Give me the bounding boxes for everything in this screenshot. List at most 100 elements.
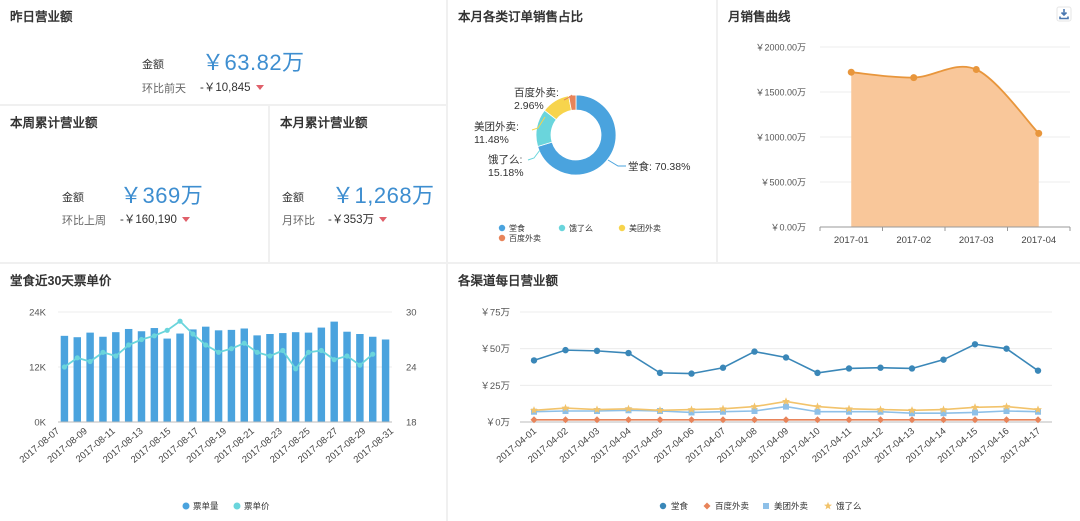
kpi-yesterday-compare-text: -￥10,845 xyxy=(200,82,251,94)
pie-title: 本月各类订单销售占比 xyxy=(458,10,584,24)
channels-point-2-9 xyxy=(814,408,821,415)
channels-point-3-12 xyxy=(908,406,916,414)
dine-bar-18 xyxy=(291,332,300,422)
channels-point-0-9 xyxy=(814,369,821,377)
channels-point-1-11 xyxy=(877,416,884,424)
channels-point-2-16 xyxy=(1035,408,1041,415)
dine-bar-23 xyxy=(356,334,364,422)
dine-bar-1 xyxy=(73,337,81,422)
channels-point-3-6 xyxy=(719,404,727,413)
kpi-week-amount: ￥369万 xyxy=(120,183,204,208)
pie-label-line-2 xyxy=(531,116,546,131)
dine-price-point-0 xyxy=(61,364,68,370)
dine-bar-3 xyxy=(99,336,107,422)
channels-point-0-3 xyxy=(625,349,632,357)
channels-legend-label-3: 饿了么 xyxy=(836,501,862,511)
dine-bar-21 xyxy=(330,321,338,422)
dine-price-point-16 xyxy=(267,353,273,359)
channels-point-3-9 xyxy=(813,402,822,410)
channels-point-1-1 xyxy=(562,416,569,424)
channels-point-1-10 xyxy=(845,416,853,424)
monthly-chart: ￥0.00万 ￥500.00万 ￥1000.00万 ￥1500.00万 ￥2000.00… xyxy=(755,43,1071,246)
channels-point-2-8 xyxy=(783,403,789,410)
kpi-month-compare-text: -￥353万 xyxy=(328,214,375,226)
channels-point-0-15 xyxy=(1003,345,1010,352)
channels-point-3-0 xyxy=(530,406,538,414)
channels-point-1-5 xyxy=(688,416,695,424)
dine-bar-19 xyxy=(304,332,313,422)
download-icon[interactable] xyxy=(1056,6,1072,22)
channels-point-2-13 xyxy=(940,410,947,417)
channels-legend-marker-0 xyxy=(659,502,667,510)
channels-point-1-14 xyxy=(971,416,979,424)
channels-point-1-16 xyxy=(1034,416,1042,424)
kpi-yesterday-amount-label: 金额 xyxy=(142,59,164,71)
channels-ytick-2: ￥50万 xyxy=(480,344,510,355)
kpi-week-panel: 本周累计营业额 金额 ￥369万 环比上周 -￥160,190 xyxy=(0,106,268,262)
channels-point-2-5 xyxy=(688,409,695,416)
channels-ytick-0: ￥0万 xyxy=(486,418,510,429)
kpi-month-panel: 本月累计营业额 金额 ￥1,268万 月环比 -￥353万 xyxy=(270,106,446,262)
dine-price-point-4 xyxy=(113,353,119,359)
channels-point-1-4 xyxy=(656,416,664,424)
channels-ytick-1: ￥25万 xyxy=(480,381,510,392)
monthly-area xyxy=(851,66,1039,227)
channels-point-1-6 xyxy=(719,416,727,424)
pie-label-line-3 xyxy=(563,94,573,101)
dine-bar-9 xyxy=(176,333,184,422)
channels-point-1-0 xyxy=(530,416,538,424)
pie-label-0: 堂食: 70.38% xyxy=(628,160,690,173)
legend-marker-0 xyxy=(498,224,506,232)
channels-point-1-3 xyxy=(625,416,632,424)
dine-price-point-1 xyxy=(74,355,80,361)
channels-point-0-0 xyxy=(530,357,538,364)
dine-price-point-9 xyxy=(177,318,183,324)
legend-label-2: 美团外卖 xyxy=(629,223,661,233)
dine-price-point-6 xyxy=(138,336,145,343)
channels-point-3-1 xyxy=(561,403,570,412)
dine-bar-14 xyxy=(240,328,248,422)
channels-point-0-10 xyxy=(845,365,853,372)
dine-bar-20 xyxy=(317,327,326,422)
dine-price-point-20 xyxy=(318,347,324,354)
channels-point-0-8 xyxy=(782,354,790,361)
pie-label-value-1: 15.18% xyxy=(488,167,524,179)
dine-bar-16 xyxy=(266,334,274,422)
channels-point-3-10 xyxy=(845,404,853,413)
channels-point-0-1 xyxy=(562,346,569,354)
channels-point-1-15 xyxy=(1003,416,1010,424)
channels-legend-marker-1 xyxy=(703,502,711,510)
channels-legend-marker-2 xyxy=(763,503,769,509)
monthly-panel: 月销售曲线 ￥0.00万 ￥500.00万 ￥1000.00万 ￥1500.00万 ￥2… xyxy=(718,0,1080,262)
dine-bar-13 xyxy=(227,329,236,422)
dine-ytick-right-0: 18 xyxy=(406,418,417,429)
dine-price-point-17 xyxy=(280,347,286,354)
pie-label-line-1 xyxy=(527,149,541,161)
pie-chart: 堂食: 70.38% 饿了么:15.18% 美团外卖:11.48% 百度外卖:2.96… xyxy=(474,86,690,243)
monthly-xtick-0: 2017-01 xyxy=(834,235,869,246)
dine-price-point-3 xyxy=(100,349,106,355)
channels-point-3-7 xyxy=(750,402,759,410)
kpi-month-compare-label: 月环比 xyxy=(282,215,315,227)
monthly-title: 月销售曲线 xyxy=(728,10,791,24)
monthly-point-2 xyxy=(972,66,980,73)
monthly-xtick-3: 2017-04 xyxy=(1021,235,1056,246)
dine-price-point-21 xyxy=(331,357,337,363)
dine-legend-line-label: 票单价 xyxy=(244,501,270,511)
dine-bar-12 xyxy=(214,330,223,422)
dine-price-point-24 xyxy=(370,351,376,357)
monthly-ytick-1: ￥500.00万 xyxy=(760,178,806,188)
dine-legend-bar-label: 票单量 xyxy=(193,501,219,511)
channels-point-2-12 xyxy=(909,410,915,417)
pie-label-value-2: 11.48% xyxy=(474,134,509,146)
kpi-month-amount: ￥1,268万 xyxy=(332,183,435,208)
kpi-week-compare-label: 环比上周 xyxy=(62,215,106,227)
channels-legend-label-1: 百度外卖 xyxy=(715,501,750,511)
channels-point-2-11 xyxy=(877,408,884,415)
pie-slice-0 xyxy=(537,94,617,176)
channels-point-0-2 xyxy=(593,347,601,355)
dine-price-point-5 xyxy=(126,342,132,348)
dine-bar-7 xyxy=(150,328,159,422)
channels-point-3-15 xyxy=(1002,402,1011,410)
dine-price-point-8 xyxy=(164,327,170,333)
